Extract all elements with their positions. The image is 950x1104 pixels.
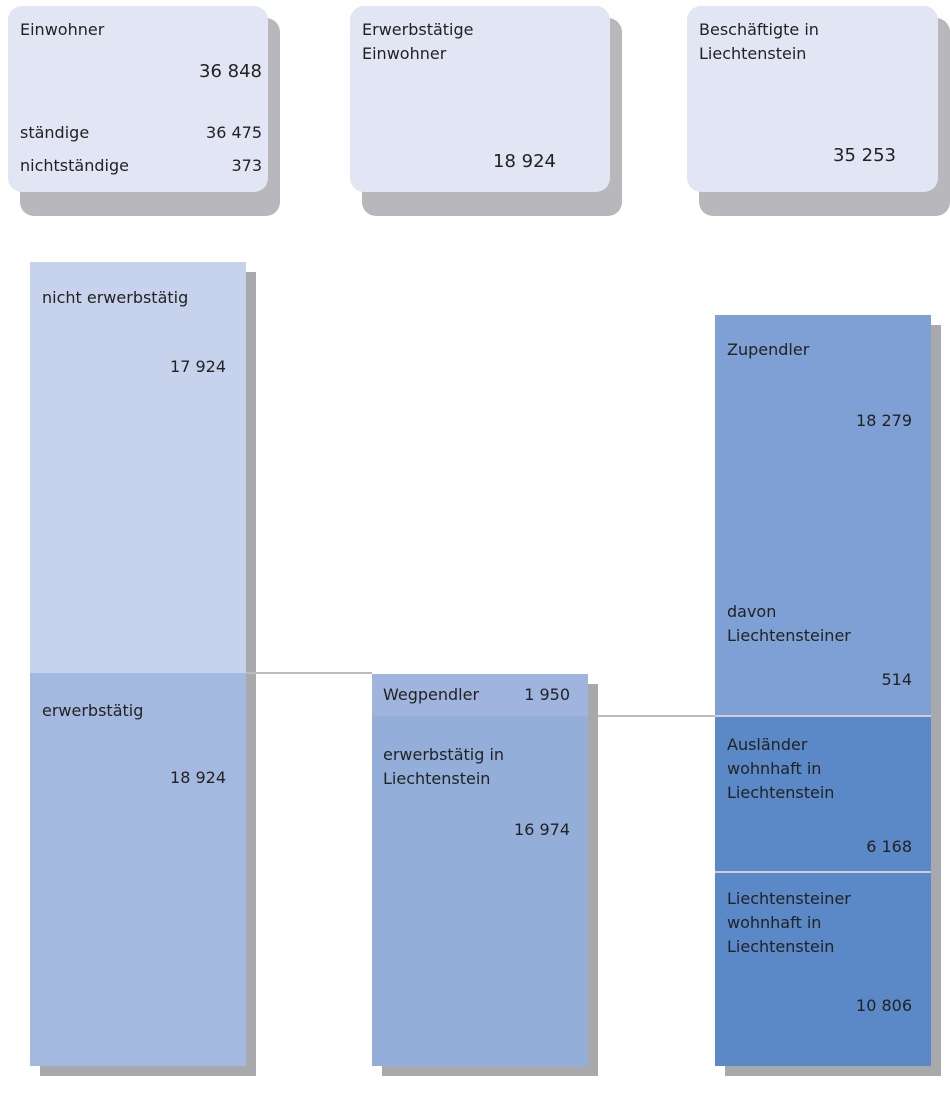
block-label: nicht erwerbstätig (42, 288, 189, 307)
row-value: 36 475 (206, 123, 262, 142)
card-title: Beschäftigte in Liechtenstein (699, 20, 819, 63)
block (372, 716, 588, 1066)
block (715, 315, 931, 716)
row-label: nichtständige (20, 156, 129, 175)
connector (588, 715, 715, 717)
block (30, 673, 246, 1066)
card-title: Einwohner (20, 20, 105, 39)
card (8, 6, 268, 192)
block-value: 18 279 (856, 411, 912, 430)
card-value: 35 253 (833, 145, 896, 166)
card (687, 6, 938, 192)
card-title: Erwerbstätige Einwohner (362, 20, 474, 63)
block-value: 16 974 (514, 820, 570, 839)
block-label: Ausländer wohnhaft in Liechtenstein (727, 735, 835, 802)
block (30, 262, 246, 673)
connector (246, 672, 372, 674)
block (715, 716, 931, 1066)
block-sub-label: davon Liechtensteiner (727, 602, 851, 645)
block-label: Zupendler (727, 340, 810, 359)
block-label: erwerbstätig (42, 701, 144, 720)
block-label: Wegpendler (383, 685, 480, 704)
block-label: Liechtensteiner wohnhaft in Liechtenstei… (727, 889, 851, 956)
separator (715, 871, 931, 873)
row-label: ständige (20, 123, 90, 142)
block-value: 6 168 (866, 837, 912, 856)
block-value: 1 950 (524, 685, 570, 704)
card-value: 18 924 (493, 151, 556, 172)
block-sub-value: 514 (881, 670, 912, 689)
separator (715, 715, 931, 717)
block-value: 10 806 (856, 996, 912, 1015)
block-value: 18 924 (170, 768, 226, 787)
row-value: 373 (231, 156, 262, 175)
block-label: erwerbstätig in Liechtenstein (383, 745, 505, 788)
block-value: 17 924 (170, 357, 226, 376)
card-value: 36 848 (199, 61, 262, 82)
block (372, 674, 588, 716)
card (350, 6, 610, 192)
